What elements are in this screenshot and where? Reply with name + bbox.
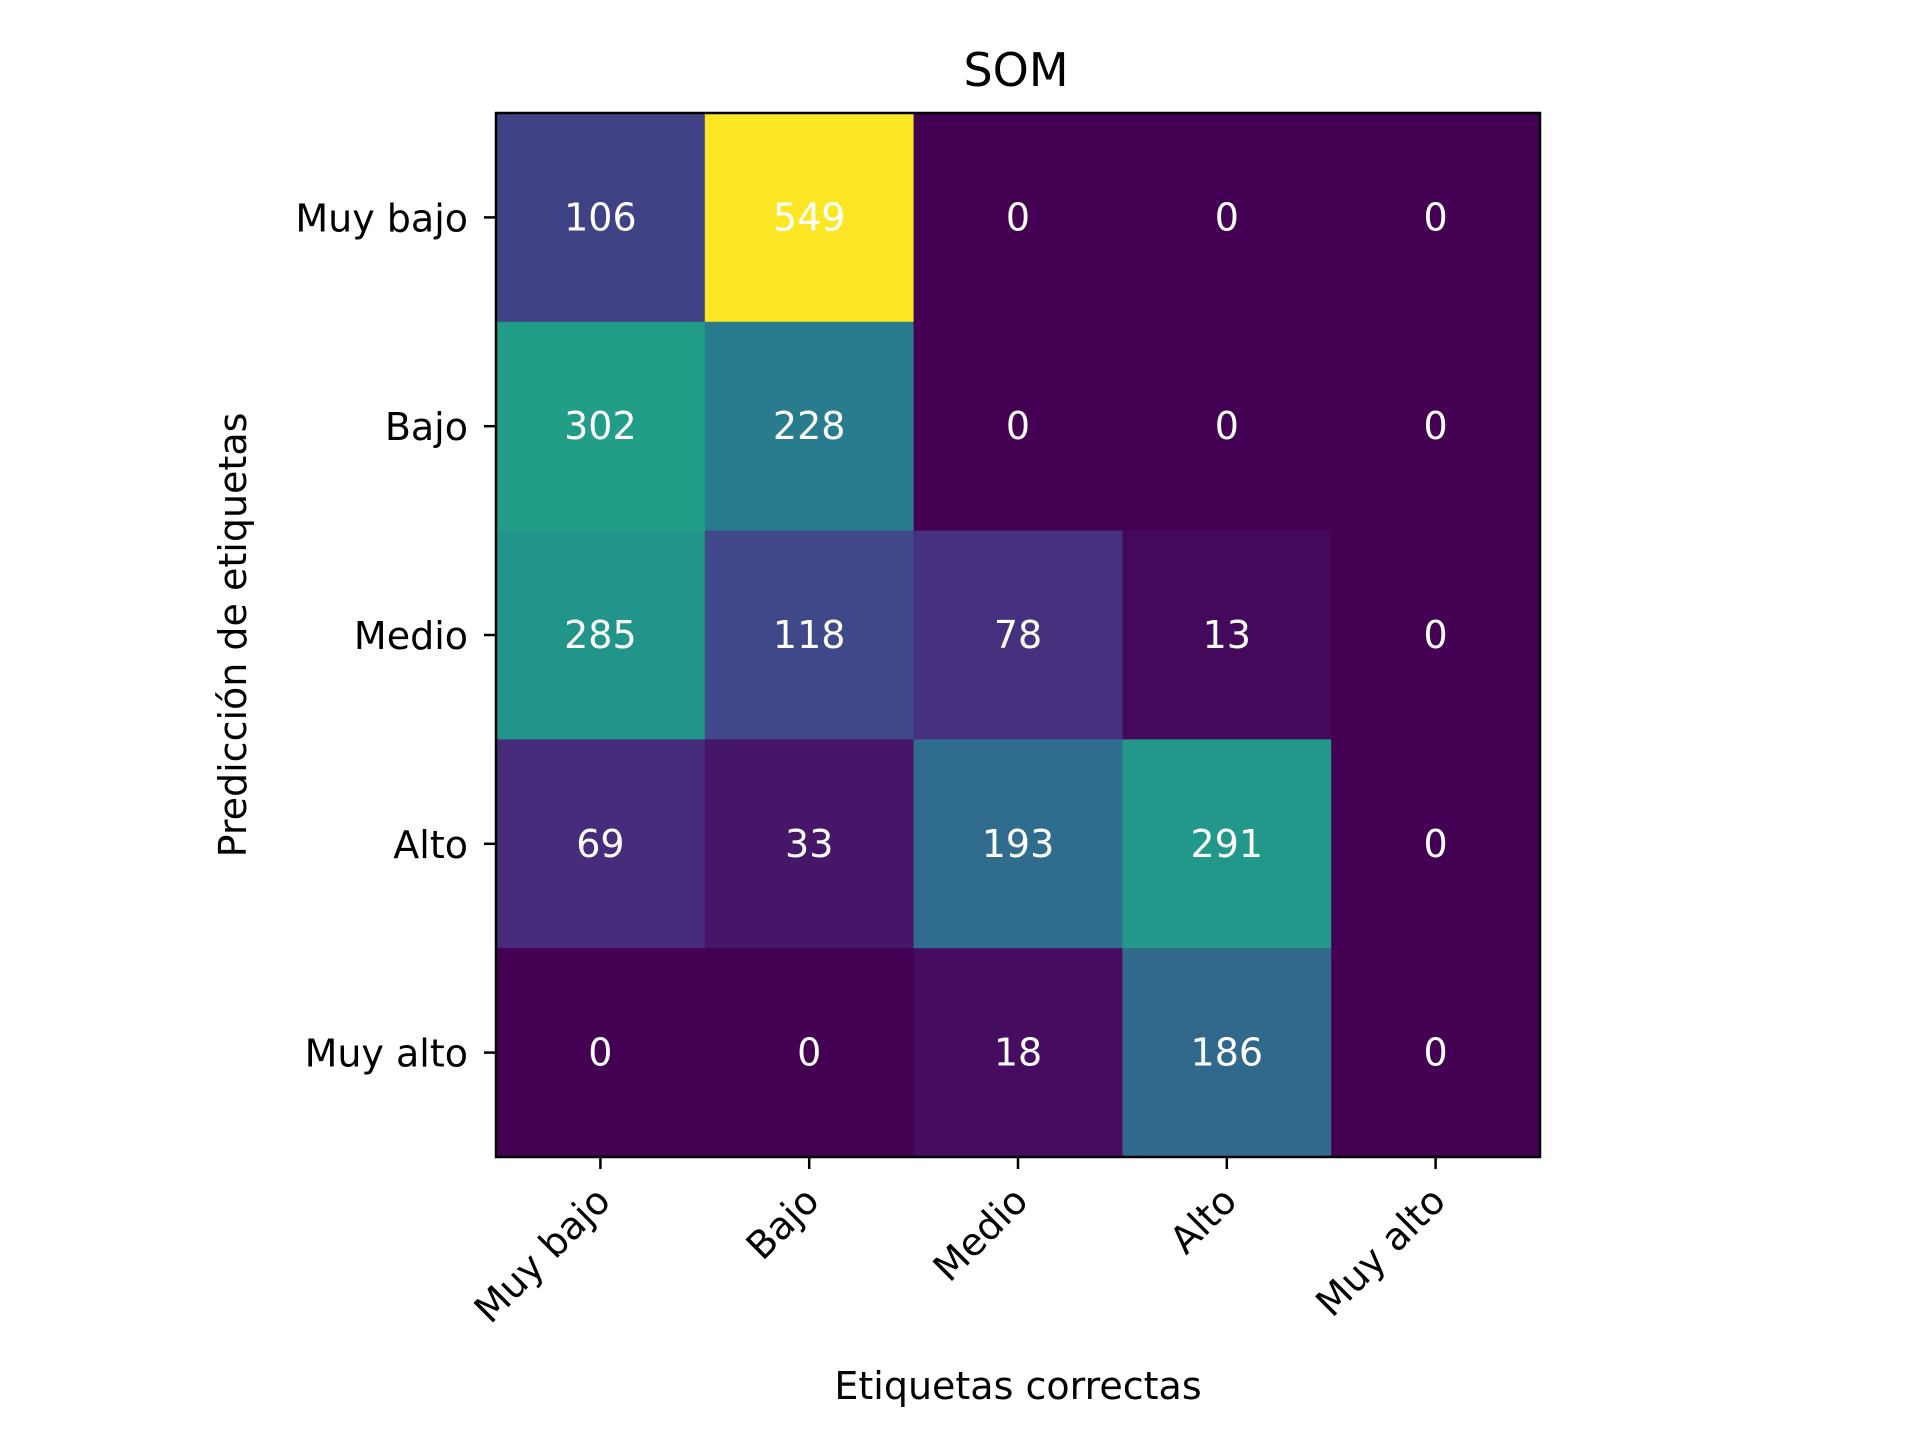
heatmap-cell xyxy=(913,321,1123,532)
heatmap-cell-value: 0 xyxy=(1006,404,1030,448)
heatmap-cell-value: 0 xyxy=(797,1031,821,1075)
heatmap-cell-value: 0 xyxy=(1215,404,1239,448)
heatmap-cell xyxy=(496,321,706,532)
y-axis-ticks: Muy bajo Bajo Medio Alto Muy alto xyxy=(295,196,496,1076)
heatmap-cell xyxy=(1331,948,1541,1158)
heatmap-cell xyxy=(1122,530,1332,740)
heatmap-cell xyxy=(1331,321,1541,532)
heatmap-cell xyxy=(1122,321,1332,532)
heatmap-cell-value: 18 xyxy=(994,1031,1042,1075)
heatmap-cell-labels: 106 549 0 0 0 302 228 0 0 0 285 118 78 13 0 69 33 193 291 0… xyxy=(564,195,1448,1074)
chart-title: SOM xyxy=(963,43,1068,97)
heatmap-cell xyxy=(1122,113,1332,323)
heatmap-cell xyxy=(913,530,1123,740)
y-axis-label: Predicción de etiquetas xyxy=(211,413,255,858)
heatmap-cell xyxy=(704,948,915,1158)
heatmap-cell-value: 13 xyxy=(1203,613,1251,657)
heatmap-cell-value: 69 xyxy=(576,822,624,866)
heatmap-cell xyxy=(496,948,706,1158)
heatmap-cell-value: 193 xyxy=(982,822,1055,866)
heatmap-cell xyxy=(704,113,915,323)
heatmap-cell-value: 285 xyxy=(564,613,637,657)
heatmap-cell xyxy=(1331,113,1541,323)
heatmap-cell xyxy=(704,321,915,532)
heatmap-cell-value: 78 xyxy=(994,613,1042,657)
heatmap-cell xyxy=(1331,739,1541,949)
heatmap-cell xyxy=(913,948,1123,1158)
heatmap-cell-value: 106 xyxy=(564,195,637,239)
y-tick-label: Muy bajo xyxy=(295,196,468,240)
heatmap-cell xyxy=(1331,530,1541,740)
heatmap-cell-value: 0 xyxy=(1424,195,1448,239)
heatmap-cell-value: 302 xyxy=(564,404,637,448)
heatmap-cells xyxy=(496,113,1541,1158)
heatmap-cell-value: 0 xyxy=(1215,195,1239,239)
heatmap-cell xyxy=(913,739,1123,949)
heatmap-cell xyxy=(496,739,706,949)
heatmap-cell-value: 549 xyxy=(773,195,846,239)
heatmap-cell xyxy=(496,530,706,740)
y-tick-label: Bajo xyxy=(385,405,468,449)
heatmap-cell-value: 118 xyxy=(773,613,846,657)
heatmap-cell-value: 0 xyxy=(1424,613,1448,657)
y-tick-label: Muy alto xyxy=(305,1032,468,1076)
y-tick-label: Alto xyxy=(393,823,468,867)
heatmap-cell-value: 0 xyxy=(1006,195,1030,239)
heatmap-cell-value: 291 xyxy=(1191,822,1264,866)
heatmap-cell xyxy=(913,113,1123,323)
heatmap-cell-value: 0 xyxy=(588,1031,612,1075)
x-axis-label: Etiquetas correctas xyxy=(834,1364,1201,1408)
heatmap-cell-value: 228 xyxy=(773,404,846,448)
heatmap-cell-value: 33 xyxy=(785,822,833,866)
y-tick-label: Medio xyxy=(354,614,468,658)
heatmap-cell xyxy=(496,113,706,323)
heatmap-cell-value: 186 xyxy=(1191,1031,1264,1075)
heatmap-cell xyxy=(704,530,915,740)
heatmap-cell-value: 0 xyxy=(1424,822,1448,866)
heatmap-cell xyxy=(704,739,915,949)
heatmap-cell-value: 0 xyxy=(1424,404,1448,448)
heatmap-cell-value: 0 xyxy=(1424,1031,1448,1075)
heatmap-cell xyxy=(1122,739,1332,949)
heatmap-cell xyxy=(1122,948,1332,1158)
